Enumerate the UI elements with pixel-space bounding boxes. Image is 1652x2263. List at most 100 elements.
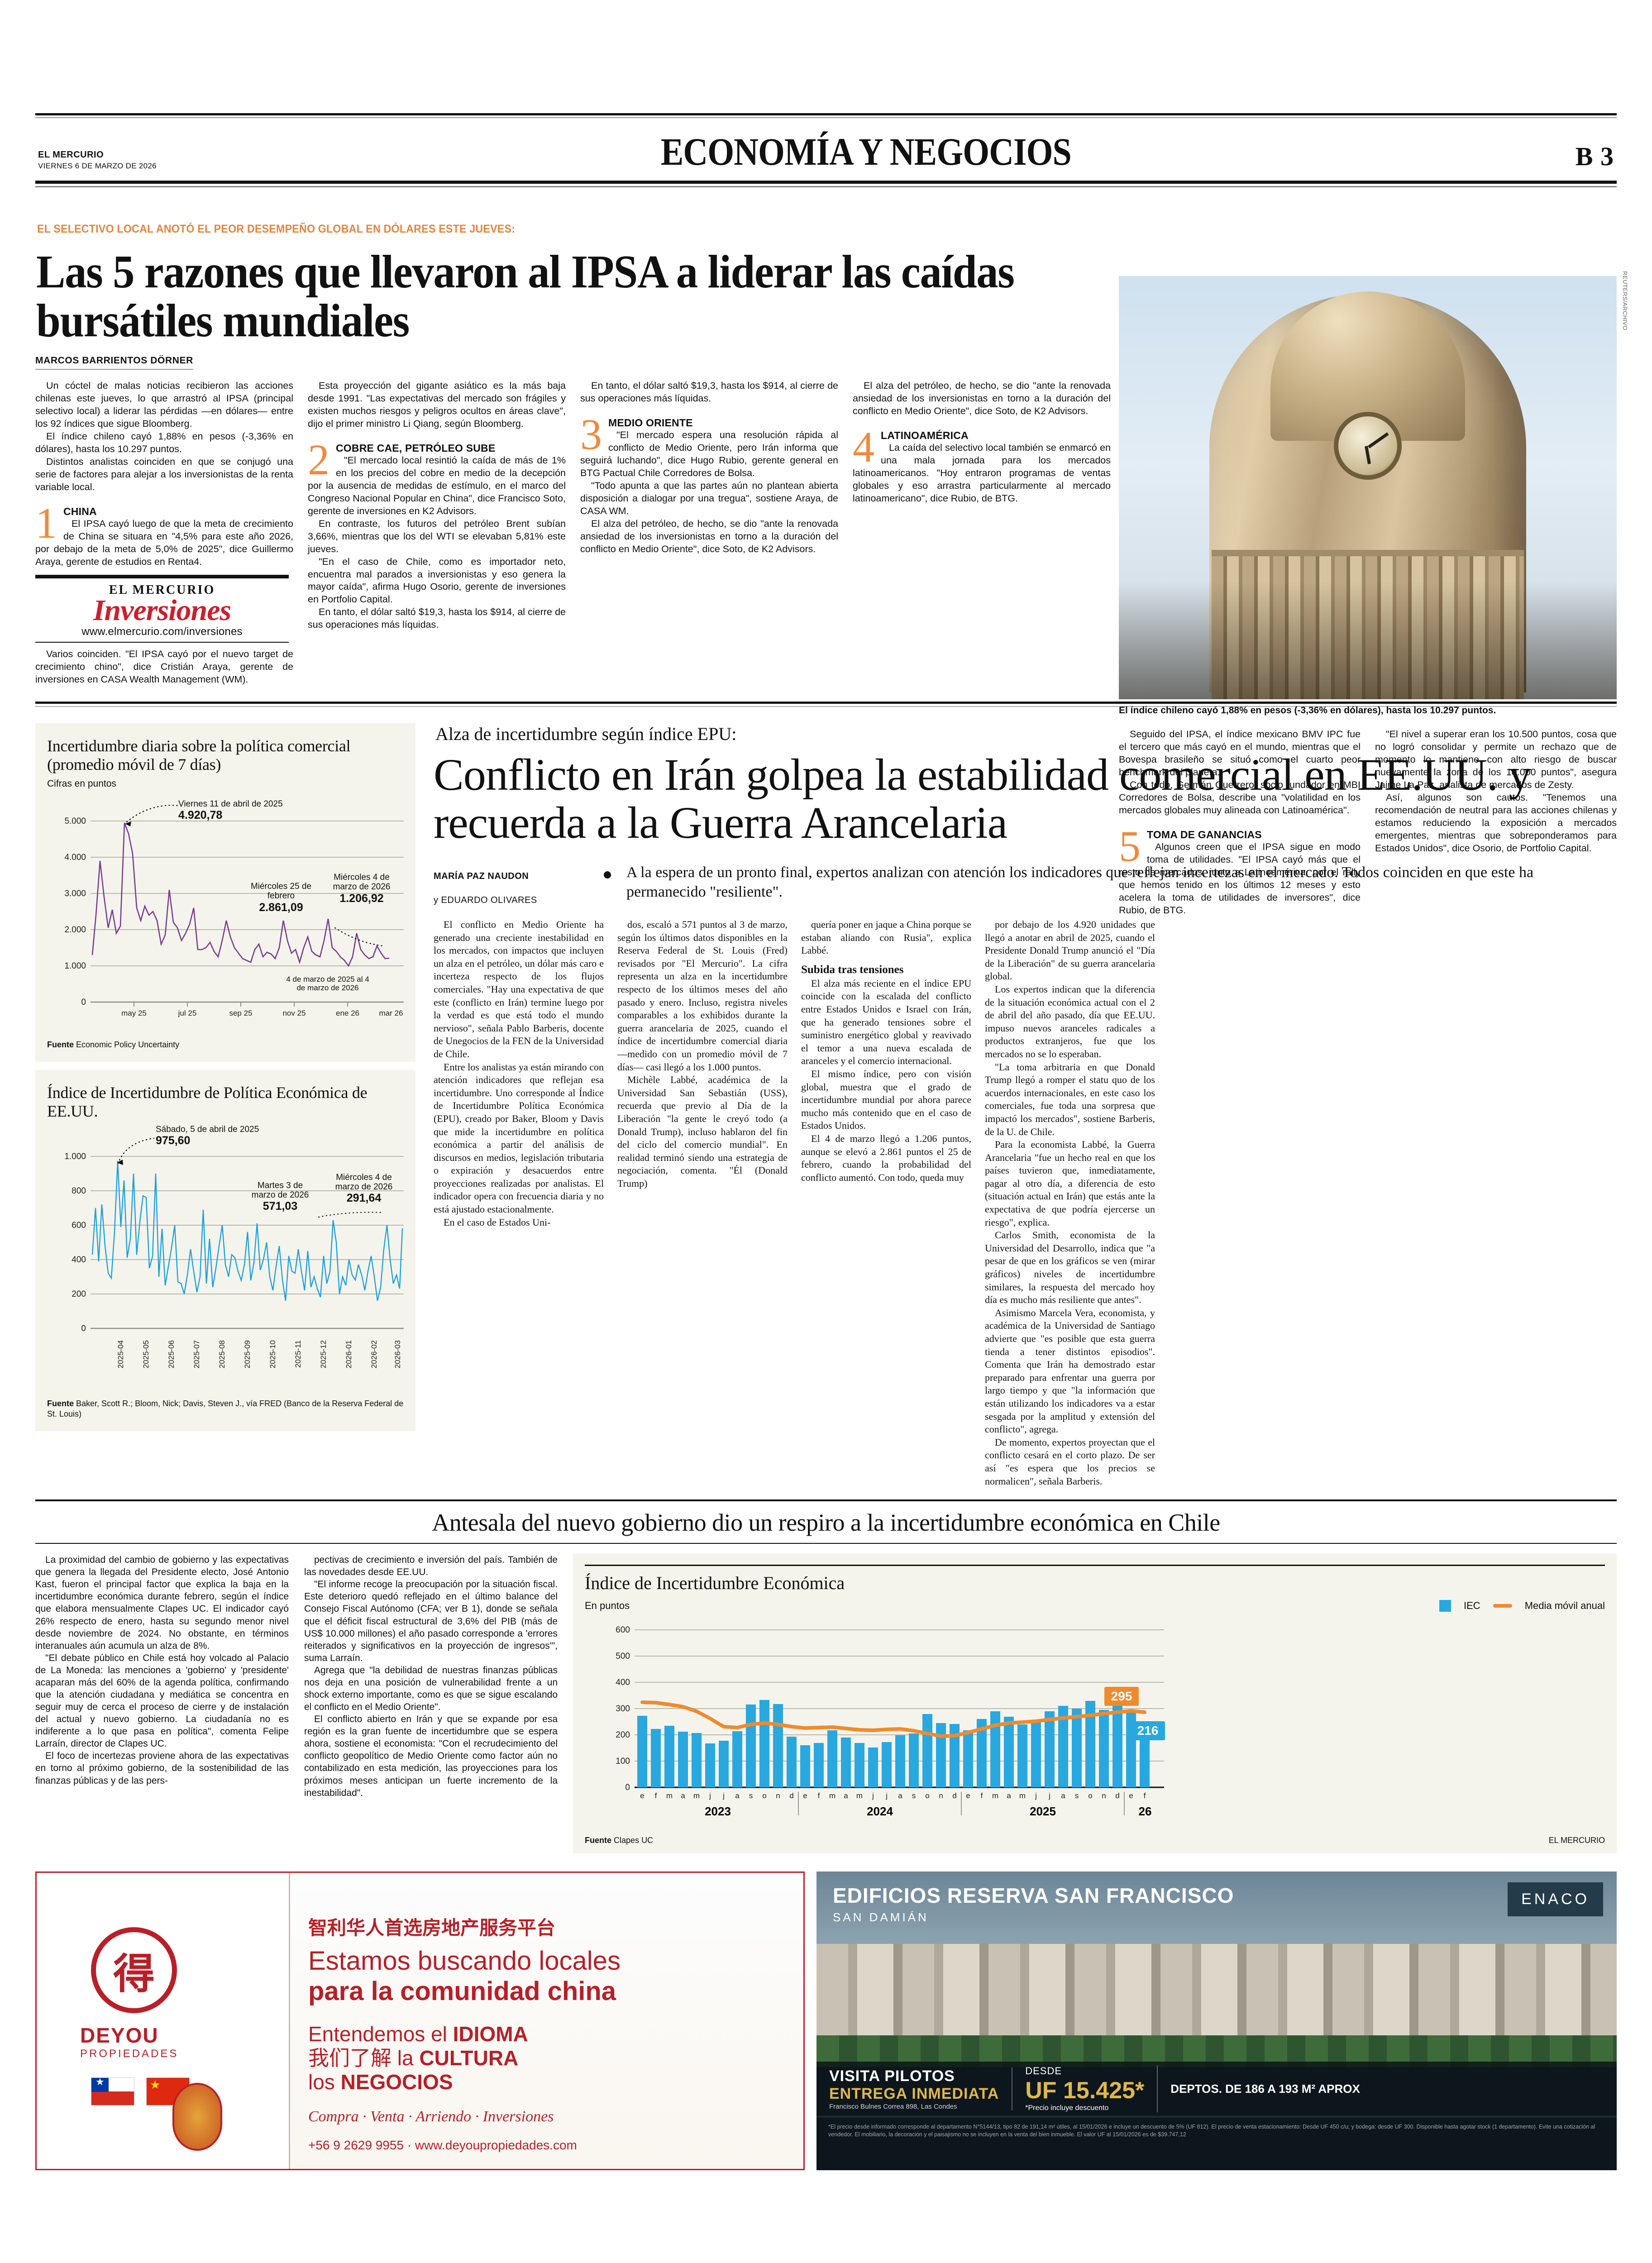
ad-reserva-san-francisco[interactable]: EDIFICIOS RESERVA SAN FRANCISCO SAN DAMI…: [816, 1872, 1617, 2171]
story3: Antesala del nuevo gobierno dio un respi…: [35, 1499, 1617, 1854]
ad1-mid-6: CULTURA: [419, 2046, 519, 2070]
para: Entre los analistas ya están mirando con…: [434, 1061, 604, 1215]
photo-bolsa-santiago: [1119, 276, 1617, 699]
story2-byline-1: MARÍA PAZ NAUDON: [434, 871, 529, 881]
chart-2-callout-2: [318, 1212, 382, 1217]
chart-1-gridlines: [91, 821, 404, 1003]
ad2-price-note: *Precio incluye descuento: [1025, 2104, 1109, 2112]
svg-text:100: 100: [616, 1757, 630, 1766]
masthead-rule-thin: [35, 117, 1617, 118]
para: Seguido del IPSA, el índice mexicano BMV…: [1119, 729, 1361, 778]
para: El conflicto en Medio Oriente ha generad…: [434, 919, 604, 1060]
svg-text:e: e: [803, 1791, 807, 1800]
chart-2-source-value: Baker, Scott R.; Bloom, Nick; Davis, Ste…: [47, 1399, 404, 1418]
para: "El mercado local resintió la caída de m…: [308, 455, 566, 516]
ad1-chinese-headline: 智利华人首选房地产服务平台: [308, 1917, 556, 1939]
emi-url[interactable]: www.elmercurio.com/inversiones: [81, 625, 243, 638]
chart-3-bars: [637, 1700, 1150, 1788]
chart-2-annotation-3: Miércoles 4 de marzo de 2026 291,64: [335, 1172, 393, 1205]
para: Michèle Labbé, académica de la Universid…: [617, 1074, 788, 1189]
svg-text:m: m: [856, 1791, 863, 1800]
top-story: EL SELECTIVO LOCAL ANOTÓ EL PEOR DESEMPE…: [35, 223, 1628, 916]
chart-2-panel: Índice de Incertidumbre de Política Econ…: [35, 1070, 415, 1432]
ad1-mid-2: el: [431, 2022, 447, 2046]
svg-text:m: m: [829, 1791, 836, 1800]
item-number: 4: [853, 423, 874, 472]
story1-col1: Un cóctel de malas noticias recibieron l…: [35, 380, 293, 686]
story1-col5: Seguido del IPSA, el índice mexicano BMV…: [1119, 728, 1361, 917]
ad1-contact[interactable]: +56 9 2629 9955 · www.deyoupropiedades.c…: [308, 2138, 577, 2153]
para: quería poner en jaque a China porque se …: [801, 919, 971, 956]
ad2-unit-spec: DEPTOS. DE 186 A 193 M² APROX: [1170, 2082, 1360, 2096]
svg-text:j: j: [722, 1791, 725, 1800]
para: Agrega que "la debilidad de nuestras fin…: [304, 1665, 558, 1713]
svg-text:400: 400: [72, 1255, 86, 1265]
chart-3-svg: 600 500 400 300 200 100 0: [616, 1625, 1165, 1818]
section-title: ECONOMÍA Y NEGOCIOS: [660, 130, 1072, 173]
ad1-brand-sub: PROPIEDADES: [80, 2048, 179, 2060]
svg-text:m: m: [666, 1791, 673, 1800]
masthead-rule-top: [35, 113, 1617, 115]
legend-swatch-iec: [1439, 1600, 1451, 1612]
ad1-mid-3: IDIOMA: [453, 2022, 528, 2046]
svg-text:600: 600: [72, 1221, 86, 1230]
svg-text:2025-10: 2025-10: [268, 1340, 277, 1368]
story2-col3: quería poner en jaque a China porque se …: [801, 918, 971, 1488]
svg-text:e: e: [1129, 1791, 1133, 1800]
story3-columns: La proximidad del cambio de gobierno y l…: [35, 1554, 1617, 1854]
para: Así, algunos son cautos. "Tenemos una re…: [1375, 792, 1617, 854]
photo-credit: REUTERS/ARCHIVO: [1622, 271, 1628, 330]
chart-2-annotation-2: Martes 3 de marzo de 2026 571,03: [251, 1180, 309, 1213]
legend-line-media-movil: [1493, 1604, 1512, 1608]
svg-text:2025-07: 2025-07: [192, 1340, 201, 1368]
svg-text:e: e: [966, 1791, 970, 1800]
masthead-brand: EL MERCURIO: [38, 150, 104, 160]
chart-2-source: Fuente Baker, Scott R.; Bloom, Nick; Dav…: [47, 1399, 404, 1420]
svg-text:o: o: [762, 1791, 766, 1800]
svg-text:200: 200: [616, 1730, 630, 1740]
ad2-price-block: DESDE UF 15.425* *Precio incluye descuen…: [1012, 2065, 1158, 2113]
para: Asimismo Marcela Vera, economista, y aca…: [985, 1307, 1155, 1435]
svg-text:1.000: 1.000: [64, 961, 86, 971]
ad1-line1: Estamos buscando locales: [308, 1946, 621, 1976]
chart-2-source-label: Fuente: [47, 1399, 74, 1408]
svg-text:3.000: 3.000: [64, 889, 86, 898]
svg-text:2024: 2024: [867, 1805, 893, 1818]
para: Esta proyección del gigante asiático es …: [308, 380, 566, 430]
ad1-mid-8: NEGOCIOS: [340, 2070, 453, 2094]
para: por debajo de los 4.920 unidades que lle…: [985, 919, 1155, 982]
svg-text:d: d: [1115, 1791, 1119, 1800]
para: Algunos creen que el IPSA sigue en modo …: [1119, 841, 1361, 916]
numbered-item-3: 3 MEDIO ORIENTE "El mercado espera una r…: [580, 413, 838, 480]
para: Con todo, Germán Guerrero, socio fundado…: [1119, 779, 1361, 816]
ad2-visit-block[interactable]: VISITA PILOTOS ENTREGA INMEDIATA Francis…: [816, 2067, 1013, 2110]
chart-1-callout-2: [334, 927, 384, 947]
story1-col6: "El nivel a superar eran los 10.500 punt…: [1375, 728, 1617, 917]
ad1-mid-7: los: [308, 2070, 335, 2094]
svg-text:f: f: [1144, 1791, 1146, 1800]
svg-text:0: 0: [625, 1783, 630, 1792]
para: "En el caso de Chile, como es importador…: [308, 556, 566, 605]
para: El alza del petróleo, de hecho, se dio "…: [580, 518, 838, 554]
para: En tanto, el dólar saltó $19,3, hasta lo…: [580, 380, 838, 404]
section-divider-thin: [35, 706, 1617, 707]
el-mercurio-inversiones-promo[interactable]: EL MERCURIO Inversiones www.elmercurio.c…: [35, 574, 289, 643]
chart-1-source-value: Economic Policy Uncertainty: [76, 1040, 180, 1050]
chart-3-footer: Fuente Clapes UC EL MERCURIO: [585, 1836, 1605, 1845]
svg-text:n: n: [1102, 1791, 1106, 1800]
story2-col4: por debajo de los 4.920 unidades que lle…: [985, 918, 1155, 1488]
svg-text:a: a: [898, 1791, 902, 1800]
item-heading: MEDIO ORIENTE: [608, 417, 693, 429]
ad-deyou-propiedades[interactable]: 得 DEYOU PROPIEDADES 智利华人首选房地产服务平台 Estamo…: [35, 1872, 805, 2171]
chart-1-series: [91, 822, 390, 967]
svg-text:m: m: [992, 1791, 998, 1800]
chart-2-annotation-1: Sábado, 5 de abril de 2025 975,60: [156, 1124, 259, 1147]
para: Para la economista Labbé, la Guerra Aran…: [985, 1139, 1155, 1228]
ad2-price-label: DESDE: [1025, 2065, 1062, 2077]
chart-3-moving-average: [640, 1700, 1146, 1738]
story1-col2: Esta proyección del gigante asiático es …: [308, 380, 566, 686]
story2-col1: El conflicto en Medio Oriente ha generad…: [434, 918, 604, 1488]
chart-2-ylabels: 1.000 800 600 400 200 0: [64, 1152, 86, 1333]
para: "Todo apunta a que las partes aún no pla…: [580, 480, 838, 516]
